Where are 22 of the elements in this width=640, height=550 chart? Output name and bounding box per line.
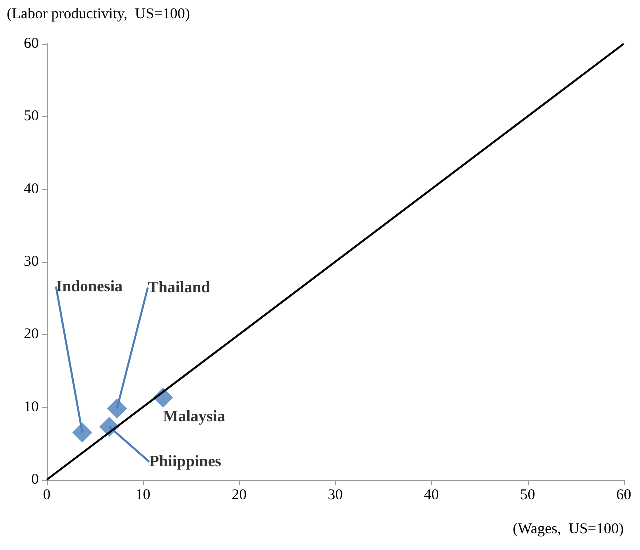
annotation: Indonesia — [56, 278, 123, 296]
annotation: Phiippines — [149, 453, 222, 470]
x-tick-label: 60 — [616, 488, 632, 504]
y-tick-label: 50 — [24, 108, 39, 125]
y-tick-label: 30 — [24, 254, 39, 270]
x-axis-title: (Wages, US=100) — [513, 522, 624, 538]
annotation: Malaysia — [163, 408, 226, 426]
y-tick-label: 40 — [24, 181, 39, 198]
x-tick-label: 40 — [424, 488, 440, 504]
y-axis-title: (Labor productivity, US=100) — [7, 6, 190, 22]
y-tick-label: 20 — [24, 326, 39, 343]
annotation: Thailand — [148, 279, 210, 296]
x-tick-label: 20 — [232, 488, 247, 504]
point — [107, 398, 128, 419]
x-tick-label: 30 — [328, 488, 343, 504]
x-tick-label: 10 — [136, 488, 151, 504]
y-tick-label: 10 — [24, 399, 39, 416]
y-tick-label: 60 — [24, 36, 39, 52]
point — [72, 422, 93, 443]
x-tick-label: 0 — [43, 488, 51, 504]
y-tick-label: 0 — [32, 472, 39, 488]
x-tick-label: 50 — [520, 488, 536, 504]
